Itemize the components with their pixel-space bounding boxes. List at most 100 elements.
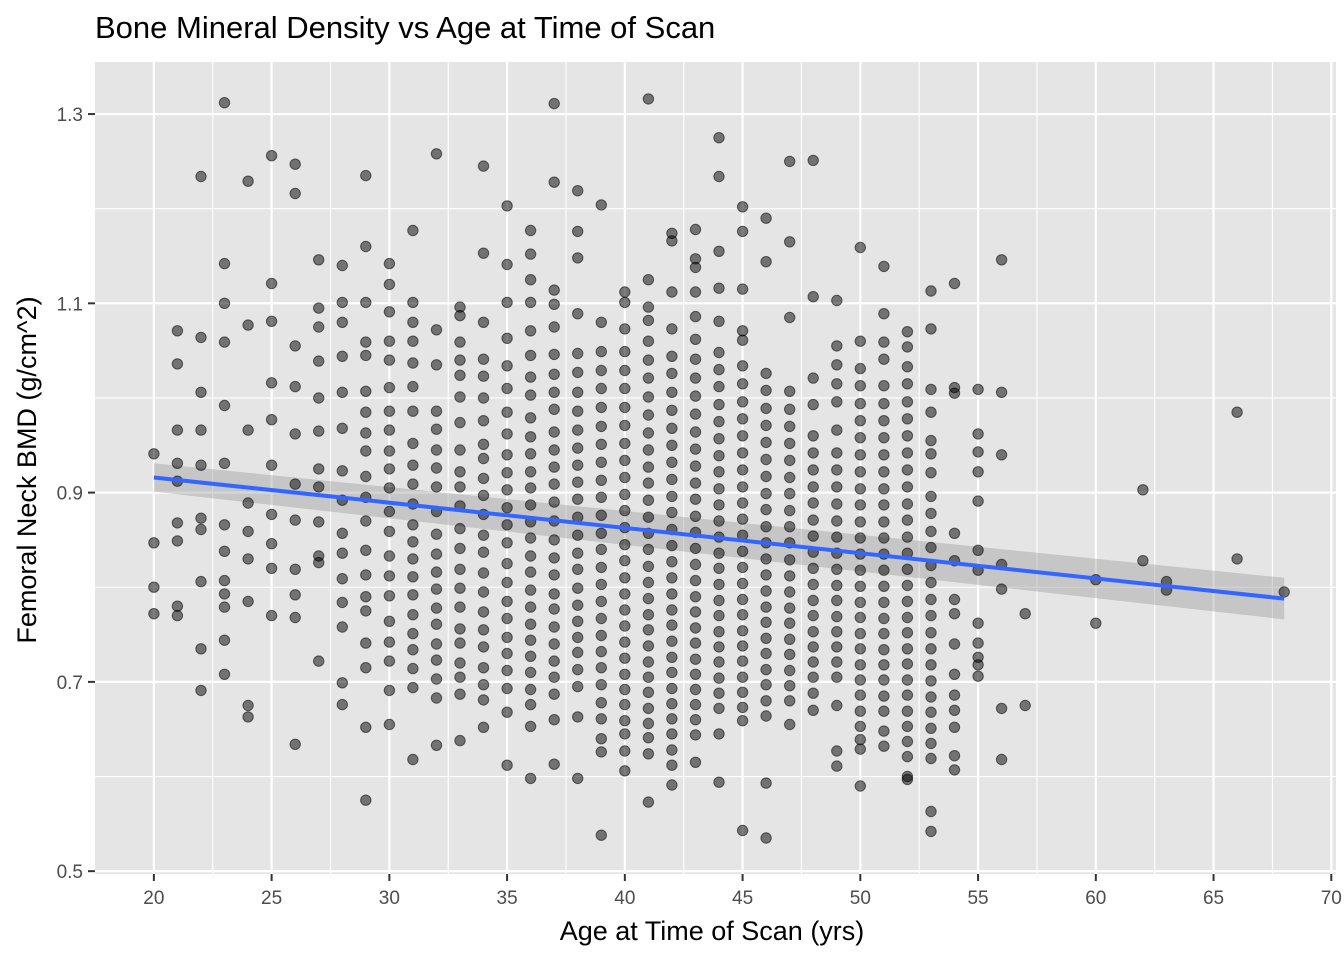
data-point bbox=[972, 428, 984, 440]
data-point bbox=[807, 514, 819, 526]
data-point bbox=[642, 93, 655, 105]
data-point bbox=[572, 772, 584, 785]
data-point bbox=[619, 745, 631, 757]
data-point bbox=[407, 335, 419, 347]
data-point bbox=[854, 733, 866, 746]
data-point bbox=[477, 353, 490, 365]
data-point bbox=[807, 481, 819, 493]
data-point bbox=[572, 646, 584, 659]
data-point bbox=[383, 405, 396, 417]
data-point bbox=[784, 420, 796, 433]
data-point bbox=[689, 408, 702, 420]
data-point bbox=[572, 582, 584, 594]
data-point bbox=[572, 347, 584, 360]
data-point bbox=[642, 717, 655, 730]
data-point bbox=[171, 609, 184, 622]
data-point bbox=[784, 633, 796, 645]
data-point bbox=[713, 483, 725, 495]
data-point bbox=[972, 495, 984, 507]
data-point bbox=[430, 423, 443, 435]
data-point bbox=[501, 576, 513, 589]
x-tick-label: 65 bbox=[1203, 888, 1224, 909]
data-point bbox=[477, 529, 490, 541]
data-point bbox=[784, 471, 796, 484]
data-point bbox=[360, 445, 372, 457]
data-point bbox=[831, 699, 843, 712]
regression-line bbox=[153, 475, 1285, 601]
data-point bbox=[807, 497, 819, 509]
data-point bbox=[572, 476, 584, 488]
data-point bbox=[948, 764, 961, 776]
data-point bbox=[760, 212, 772, 224]
data-point bbox=[430, 618, 443, 630]
data-point bbox=[878, 353, 890, 365]
data-point bbox=[736, 283, 749, 295]
data-point bbox=[925, 576, 937, 589]
data-point bbox=[854, 432, 866, 444]
x-tick-label: 30 bbox=[379, 888, 400, 909]
data-point bbox=[642, 543, 655, 556]
data-point bbox=[454, 671, 466, 683]
data-point bbox=[619, 572, 631, 584]
data-point bbox=[689, 372, 702, 384]
data-point bbox=[360, 406, 372, 418]
data-point bbox=[666, 666, 678, 679]
data-point bbox=[454, 466, 466, 478]
data-point bbox=[666, 286, 678, 298]
data-point bbox=[360, 240, 372, 253]
data-point bbox=[736, 824, 749, 837]
data-point bbox=[925, 643, 937, 655]
data-point bbox=[901, 674, 914, 686]
data-point bbox=[736, 640, 749, 652]
data-point bbox=[360, 544, 372, 556]
data-point bbox=[501, 467, 513, 479]
data-point bbox=[383, 424, 396, 436]
data-point bbox=[171, 424, 184, 436]
data-point bbox=[901, 773, 914, 786]
data-point bbox=[713, 687, 725, 699]
data-point bbox=[454, 582, 466, 594]
data-point bbox=[548, 534, 560, 546]
data-point bbox=[666, 323, 678, 335]
data-point bbox=[430, 405, 443, 417]
data-point bbox=[784, 403, 796, 415]
data-point bbox=[713, 515, 725, 527]
data-point bbox=[948, 689, 961, 701]
data-point bbox=[689, 591, 702, 603]
data-point bbox=[595, 645, 607, 658]
data-point bbox=[477, 160, 490, 172]
data-point bbox=[430, 692, 443, 704]
data-point bbox=[854, 397, 866, 410]
data-point bbox=[642, 748, 655, 760]
data-point bbox=[925, 323, 937, 335]
data-point bbox=[548, 671, 560, 683]
data-point bbox=[383, 482, 396, 494]
data-point bbox=[524, 618, 537, 630]
data-point bbox=[454, 542, 466, 555]
data-point bbox=[948, 387, 961, 399]
data-point bbox=[689, 426, 702, 438]
data-point bbox=[619, 454, 631, 467]
data-point bbox=[313, 463, 325, 475]
data-point bbox=[383, 257, 396, 270]
data-point bbox=[948, 277, 961, 290]
data-point bbox=[831, 610, 843, 623]
data-point bbox=[1231, 553, 1243, 565]
data-point bbox=[148, 581, 160, 593]
data-point bbox=[878, 725, 890, 737]
data-point bbox=[336, 316, 348, 328]
data-point bbox=[524, 224, 537, 237]
data-point bbox=[383, 335, 396, 347]
data-point bbox=[713, 380, 725, 393]
data-point bbox=[524, 772, 537, 785]
data-point bbox=[736, 686, 749, 698]
data-point bbox=[901, 447, 914, 459]
data-point bbox=[407, 380, 419, 393]
data-point bbox=[501, 484, 513, 496]
data-point bbox=[548, 368, 560, 380]
data-point bbox=[148, 537, 160, 549]
data-point bbox=[854, 499, 866, 511]
data-point bbox=[784, 504, 796, 517]
data-point bbox=[854, 564, 866, 576]
data-point bbox=[666, 588, 678, 600]
